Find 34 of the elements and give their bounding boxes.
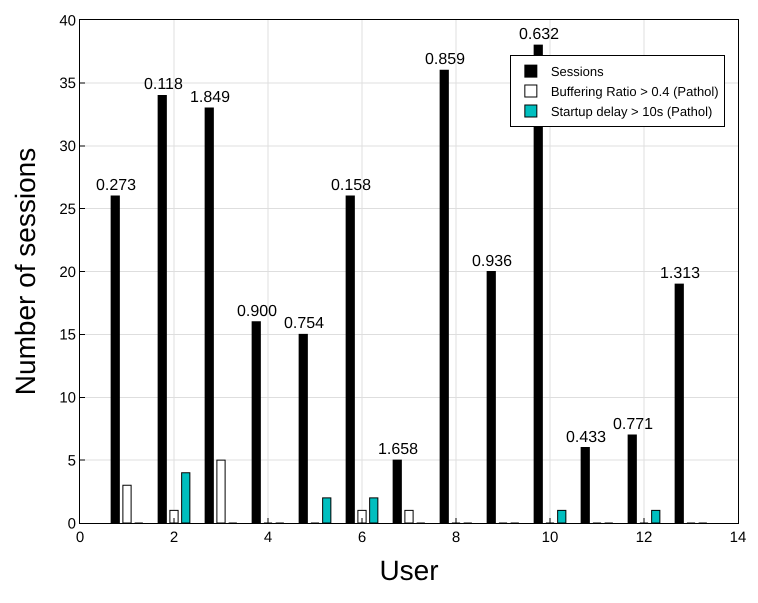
- x-tick-label: 14: [730, 529, 746, 546]
- x-tick-label: 6: [358, 529, 366, 546]
- annotation: 0.771: [613, 416, 654, 433]
- x-axis-title: User: [379, 555, 439, 586]
- annotation: 0.754: [284, 315, 324, 332]
- x-tick-label: 10: [542, 529, 558, 546]
- annotation: 0.936: [472, 253, 512, 270]
- annotation: 1.313: [660, 265, 700, 282]
- annotation: 0.632: [519, 26, 560, 43]
- annotation: 0.273: [96, 177, 136, 194]
- y-tick-label: 5: [68, 452, 76, 470]
- y-tick-label: 35: [59, 75, 76, 92]
- annotation: 0.118: [144, 76, 183, 93]
- y-tick-label: 15: [59, 326, 76, 344]
- annotation: 0.859: [425, 51, 466, 68]
- y-tick-label: 25: [59, 200, 76, 218]
- annotation: 1.849: [190, 89, 230, 106]
- legend-label: Buffering Ratio > 0.4 (Pathol): [550, 84, 719, 100]
- legend-label: Sessions: [550, 64, 604, 80]
- annotation: 0.433: [566, 429, 606, 446]
- x-tick-label: 12: [636, 529, 652, 546]
- y-tick-label: 40: [59, 12, 76, 30]
- annotation: 0.158: [331, 177, 372, 194]
- y-axis-title: Number of sessions: [10, 148, 42, 396]
- annotation: 0.900: [237, 303, 278, 320]
- y-tick-label: 10: [59, 390, 76, 406]
- x-tick-label: 8: [452, 529, 460, 546]
- x-tick-label: 2: [170, 529, 178, 546]
- y-tick-label: 20: [59, 264, 76, 281]
- y-tick-label: 0: [68, 515, 76, 532]
- y-tick-label: 30: [59, 138, 76, 155]
- legend-label: Startup delay > 10s (Pathol): [550, 104, 712, 120]
- annotation: 1.658: [378, 441, 418, 458]
- x-tick-label: 4: [264, 529, 272, 546]
